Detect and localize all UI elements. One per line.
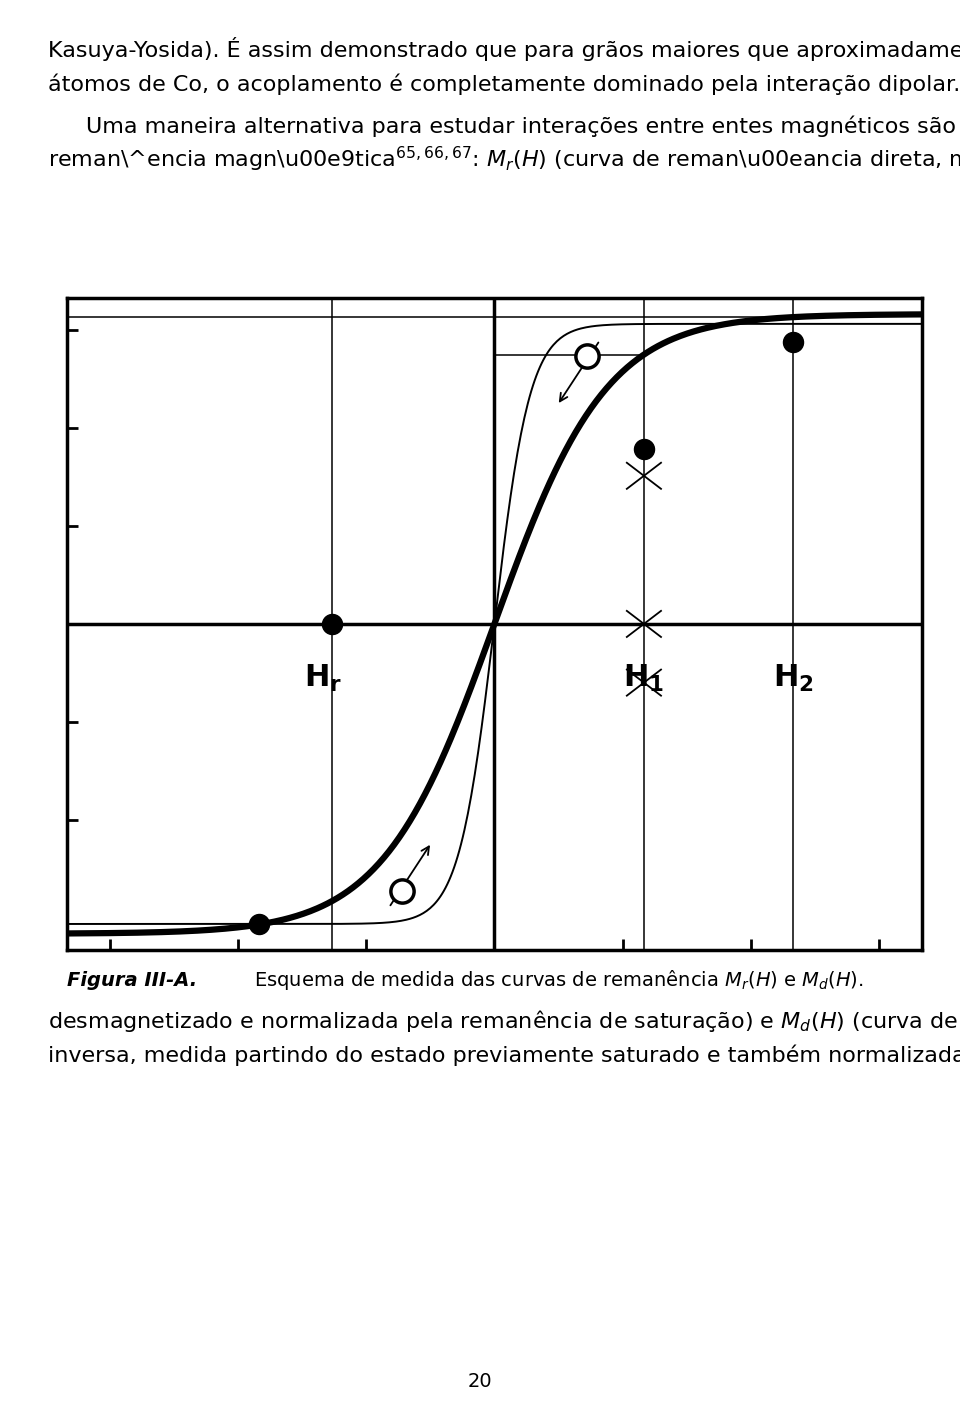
Point [636, 438, 652, 461]
Text: Uma maneira alternativa para estudar interações entre entes magnéticos são as cu: Uma maneira alternativa para estudar int… [86, 116, 960, 138]
Text: átomos de Co, o acoplamento é completamente dominado pela interação dipolar.: átomos de Co, o acoplamento é completame… [48, 74, 960, 95]
Point [324, 613, 340, 635]
Point [394, 881, 409, 903]
Point [785, 330, 801, 353]
Text: reman\^encia magn\u00e9tica$^{65,66,67}$: $M_r(H)$ (curva de reman\u00eancia dir: reman\^encia magn\u00e9tica$^{65,66,67}$… [48, 145, 960, 174]
Text: $\mathbf{H_1}$: $\mathbf{H_1}$ [623, 664, 664, 695]
Text: Figura III-A.: Figura III-A. [67, 970, 198, 990]
Text: 20: 20 [468, 1371, 492, 1391]
Point [580, 345, 595, 367]
Text: $\mathbf{H_2}$: $\mathbf{H_2}$ [773, 664, 814, 695]
Text: $\mathbf{H_r}$: $\mathbf{H_r}$ [304, 664, 343, 695]
Point [252, 913, 267, 936]
Text: desmagnetizado e normalizada pela remanência de saturação) e $M_d(H)$ (curva de : desmagnetizado e normalizada pela remanê… [48, 1008, 960, 1034]
Point [562, 194, 577, 217]
Point [412, 1031, 427, 1054]
Text: inversa, medida partindo do estado previamente saturado e também normalizada pel: inversa, medida partindo do estado previ… [48, 1045, 960, 1066]
Text: Esquema de medida das curvas de remanência $M_r(H)$ e $M_d(H)$.: Esquema de medida das curvas de remanênc… [254, 967, 864, 991]
Text: Kasuya-Yosida). É assim demonstrado que para grãos maiores que aproximadamente 1: Kasuya-Yosida). É assim demonstrado que … [48, 37, 960, 61]
